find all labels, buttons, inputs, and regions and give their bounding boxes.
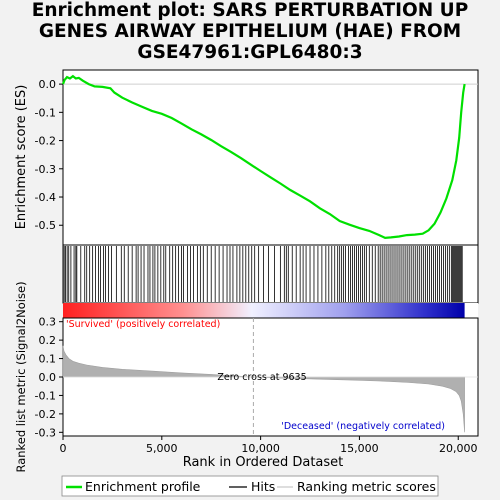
metric-y-tick-label: 0.3 (39, 316, 57, 329)
es-y-tick-label: -0.5 (35, 219, 56, 232)
legend-hits-label: Hits (251, 479, 275, 494)
legend-es-label: Enrichment profile (85, 479, 201, 494)
x-axis-label: Rank in Ordered Dataset (183, 455, 344, 470)
ranking-metric-area (62, 318, 478, 436)
es-y-tick-label: -0.4 (35, 191, 56, 204)
metric-y-axis: 0.3 0.2 0.1 0.0 -0.1 -0.2 -0.3 (35, 316, 63, 439)
metric-y-tick-label: -0.3 (35, 426, 56, 439)
metric-area (62, 345, 465, 433)
enrichment-profile (61, 74, 466, 240)
chart-title: Enrichment plot: SARS PERTURBATION UP GE… (31, 0, 469, 63)
zero-cross-label: Zero cross at 9635 (217, 372, 306, 383)
hit-marks (63, 246, 463, 302)
x-axis: 0 5,000 10,000 15,000 20,000 (60, 436, 478, 455)
negative-label: 'Deceased' (negatively correlated) (281, 421, 445, 432)
x-tick-label: 0 (60, 442, 67, 455)
es-y-tick-label: -0.3 (35, 163, 56, 176)
es-line (61, 74, 466, 240)
es-y-tick-label: -0.2 (35, 135, 56, 148)
legend (61, 475, 439, 497)
x-tick-label: 10,000 (241, 442, 280, 455)
metric-y-tick-label: 0.2 (39, 334, 57, 347)
es-y-axis: 0.0 -0.1 -0.2 -0.3 -0.4 -0.5 (35, 78, 63, 232)
metric-y-tick-label: -0.2 (35, 408, 56, 421)
es-y-label: Enrichment score (ES) (14, 85, 29, 230)
rank-colorbar (63, 303, 465, 318)
metric-y-tick-label: 0.0 (39, 371, 57, 384)
positive-label: 'Survived' (positively correlated) (66, 319, 220, 330)
es-panel (62, 69, 479, 246)
legend-metric-label: Ranking metric scores (297, 479, 436, 494)
metric-y-tick-label: 0.1 (39, 353, 57, 366)
x-tick-label: 15,000 (340, 442, 379, 455)
es-y-tick-label: 0.0 (39, 78, 57, 91)
es-y-tick-label: -0.1 (35, 106, 56, 119)
metric-y-label: Ranked list metric (Signal2Noise) (14, 281, 28, 472)
metric-y-tick-label: -0.1 (35, 389, 56, 402)
x-tick-label: 20,000 (439, 442, 478, 455)
x-tick-label: 5,000 (146, 442, 178, 455)
